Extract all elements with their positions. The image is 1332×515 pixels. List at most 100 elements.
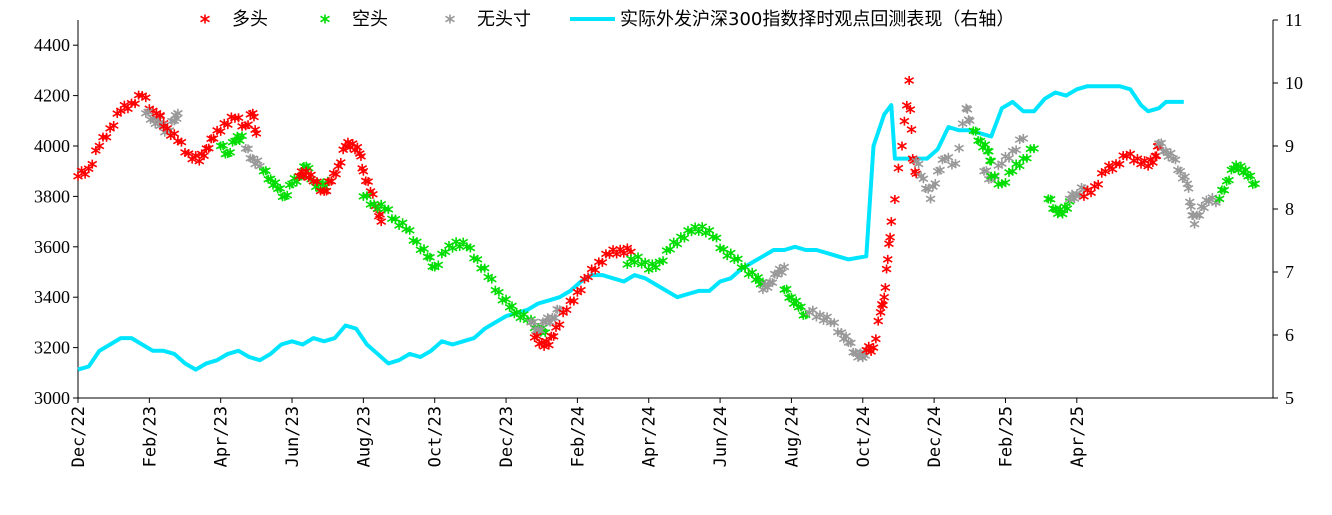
perf-line-layer: [77, 84, 1184, 372]
price-point-long: [335, 157, 346, 167]
price-point-short: [218, 140, 228, 150]
price-point-short: [1000, 178, 1011, 188]
price-point-short: [1214, 194, 1225, 204]
price-point-neutral: [918, 174, 929, 184]
x-tick-label: Oct/24: [854, 406, 874, 467]
price-point-short: [747, 267, 758, 277]
x-tick-label: Jun/24: [711, 406, 731, 467]
x-tick-label: Dec/24: [925, 406, 945, 467]
price-point-long: [233, 113, 244, 123]
right-tick-label: 5: [1285, 388, 1294, 408]
price-point-long: [176, 137, 187, 147]
price-point-long: [208, 133, 219, 143]
price-point-neutral: [996, 159, 1007, 169]
price-point-long: [882, 254, 893, 264]
price-point-neutral: [779, 262, 790, 272]
price-point-neutral: [243, 144, 253, 154]
price-point-long: [897, 141, 907, 151]
price-point-long: [94, 141, 105, 151]
price-point-neutral: [913, 159, 924, 169]
left-tick-label: 3800: [34, 186, 70, 206]
price-point-short: [383, 204, 394, 214]
price-point-long: [130, 99, 140, 109]
price-point-short: [640, 257, 651, 267]
right-tick-label: 10: [1285, 73, 1303, 93]
price-point-long: [331, 169, 341, 179]
price-point-neutral: [143, 107, 154, 117]
x-tick-label: Feb/24: [568, 406, 588, 467]
price-point-long: [169, 129, 180, 139]
price-point-neutral: [1018, 133, 1029, 143]
right-tick-label: 8: [1285, 199, 1294, 219]
price-points-layer: [73, 75, 1261, 363]
x-tick-label: Aug/24: [782, 406, 802, 467]
price-point-long: [222, 120, 233, 130]
price-point-long: [199, 151, 209, 161]
price-point-long: [306, 170, 316, 180]
price-point-neutral: [1175, 166, 1186, 176]
x-tick-label: Jun/23: [283, 406, 303, 467]
price-point-neutral: [845, 338, 856, 348]
perf-line-series: [77, 84, 1184, 372]
price-point-long: [870, 334, 881, 344]
price-point-long: [532, 331, 542, 341]
x-tick-label: Apr/25: [1068, 406, 1088, 467]
price-point-long: [873, 316, 884, 326]
price-point-long: [1093, 179, 1104, 189]
price-point-long: [321, 186, 332, 196]
x-tick-label: Feb/23: [140, 406, 160, 467]
price-point-short: [237, 131, 248, 141]
price-point-neutral: [829, 318, 840, 328]
price-point-short: [1045, 194, 1056, 204]
price-point-long: [568, 296, 579, 306]
x-tick-label: Feb/25: [996, 406, 1016, 467]
price-point-long: [878, 300, 888, 310]
price-point-long: [893, 163, 904, 173]
price-point-long: [879, 292, 890, 302]
x-tick-label: Dec/23: [497, 406, 517, 467]
price-point-short: [1240, 165, 1251, 175]
price-point-long: [554, 320, 565, 330]
price-point-neutral: [964, 116, 975, 126]
price-point-short: [753, 272, 764, 282]
right-tick-label: 6: [1285, 325, 1294, 345]
price-point-long: [367, 189, 378, 199]
price-point-neutral: [1183, 183, 1194, 193]
price-point-short: [397, 218, 408, 228]
price-point-short: [260, 166, 271, 176]
legend-label-long: 多头: [232, 9, 268, 30]
price-point-short: [704, 225, 715, 235]
price-point-neutral: [528, 317, 539, 327]
price-point-long: [101, 132, 112, 142]
price-point-short: [781, 284, 792, 294]
price-point-short: [270, 177, 281, 187]
price-point-long: [249, 112, 259, 122]
legend-label-perf: 实际外发沪深300指数择时观点回测表现（右轴）: [620, 9, 1014, 30]
price-point-neutral: [172, 108, 183, 118]
price-point-neutral: [1156, 138, 1167, 148]
price-point-short: [433, 260, 444, 270]
price-point-neutral: [841, 331, 852, 341]
right-tick-label: 9: [1285, 136, 1294, 156]
left-tick-label: 3600: [34, 237, 70, 257]
price-point-long: [356, 151, 366, 161]
price-point-long: [875, 307, 886, 317]
price-point-short: [1007, 166, 1018, 176]
x-tick-label: Dec/22: [69, 406, 89, 467]
price-point-long: [140, 93, 151, 103]
price-point-short: [725, 248, 736, 258]
price-point-long: [590, 265, 601, 275]
price-point-neutral: [954, 143, 965, 153]
price-point-long: [886, 217, 897, 227]
left-tick-label: 4200: [34, 86, 70, 106]
price-point-short: [419, 244, 429, 254]
price-point-short: [486, 274, 497, 284]
price-point-short: [1057, 209, 1068, 219]
x-tick-label: Oct/23: [426, 406, 446, 467]
price-point-short: [1021, 153, 1032, 163]
price-point-short: [791, 296, 802, 306]
price-point-neutral: [1170, 155, 1181, 165]
price-point-short: [494, 287, 504, 297]
